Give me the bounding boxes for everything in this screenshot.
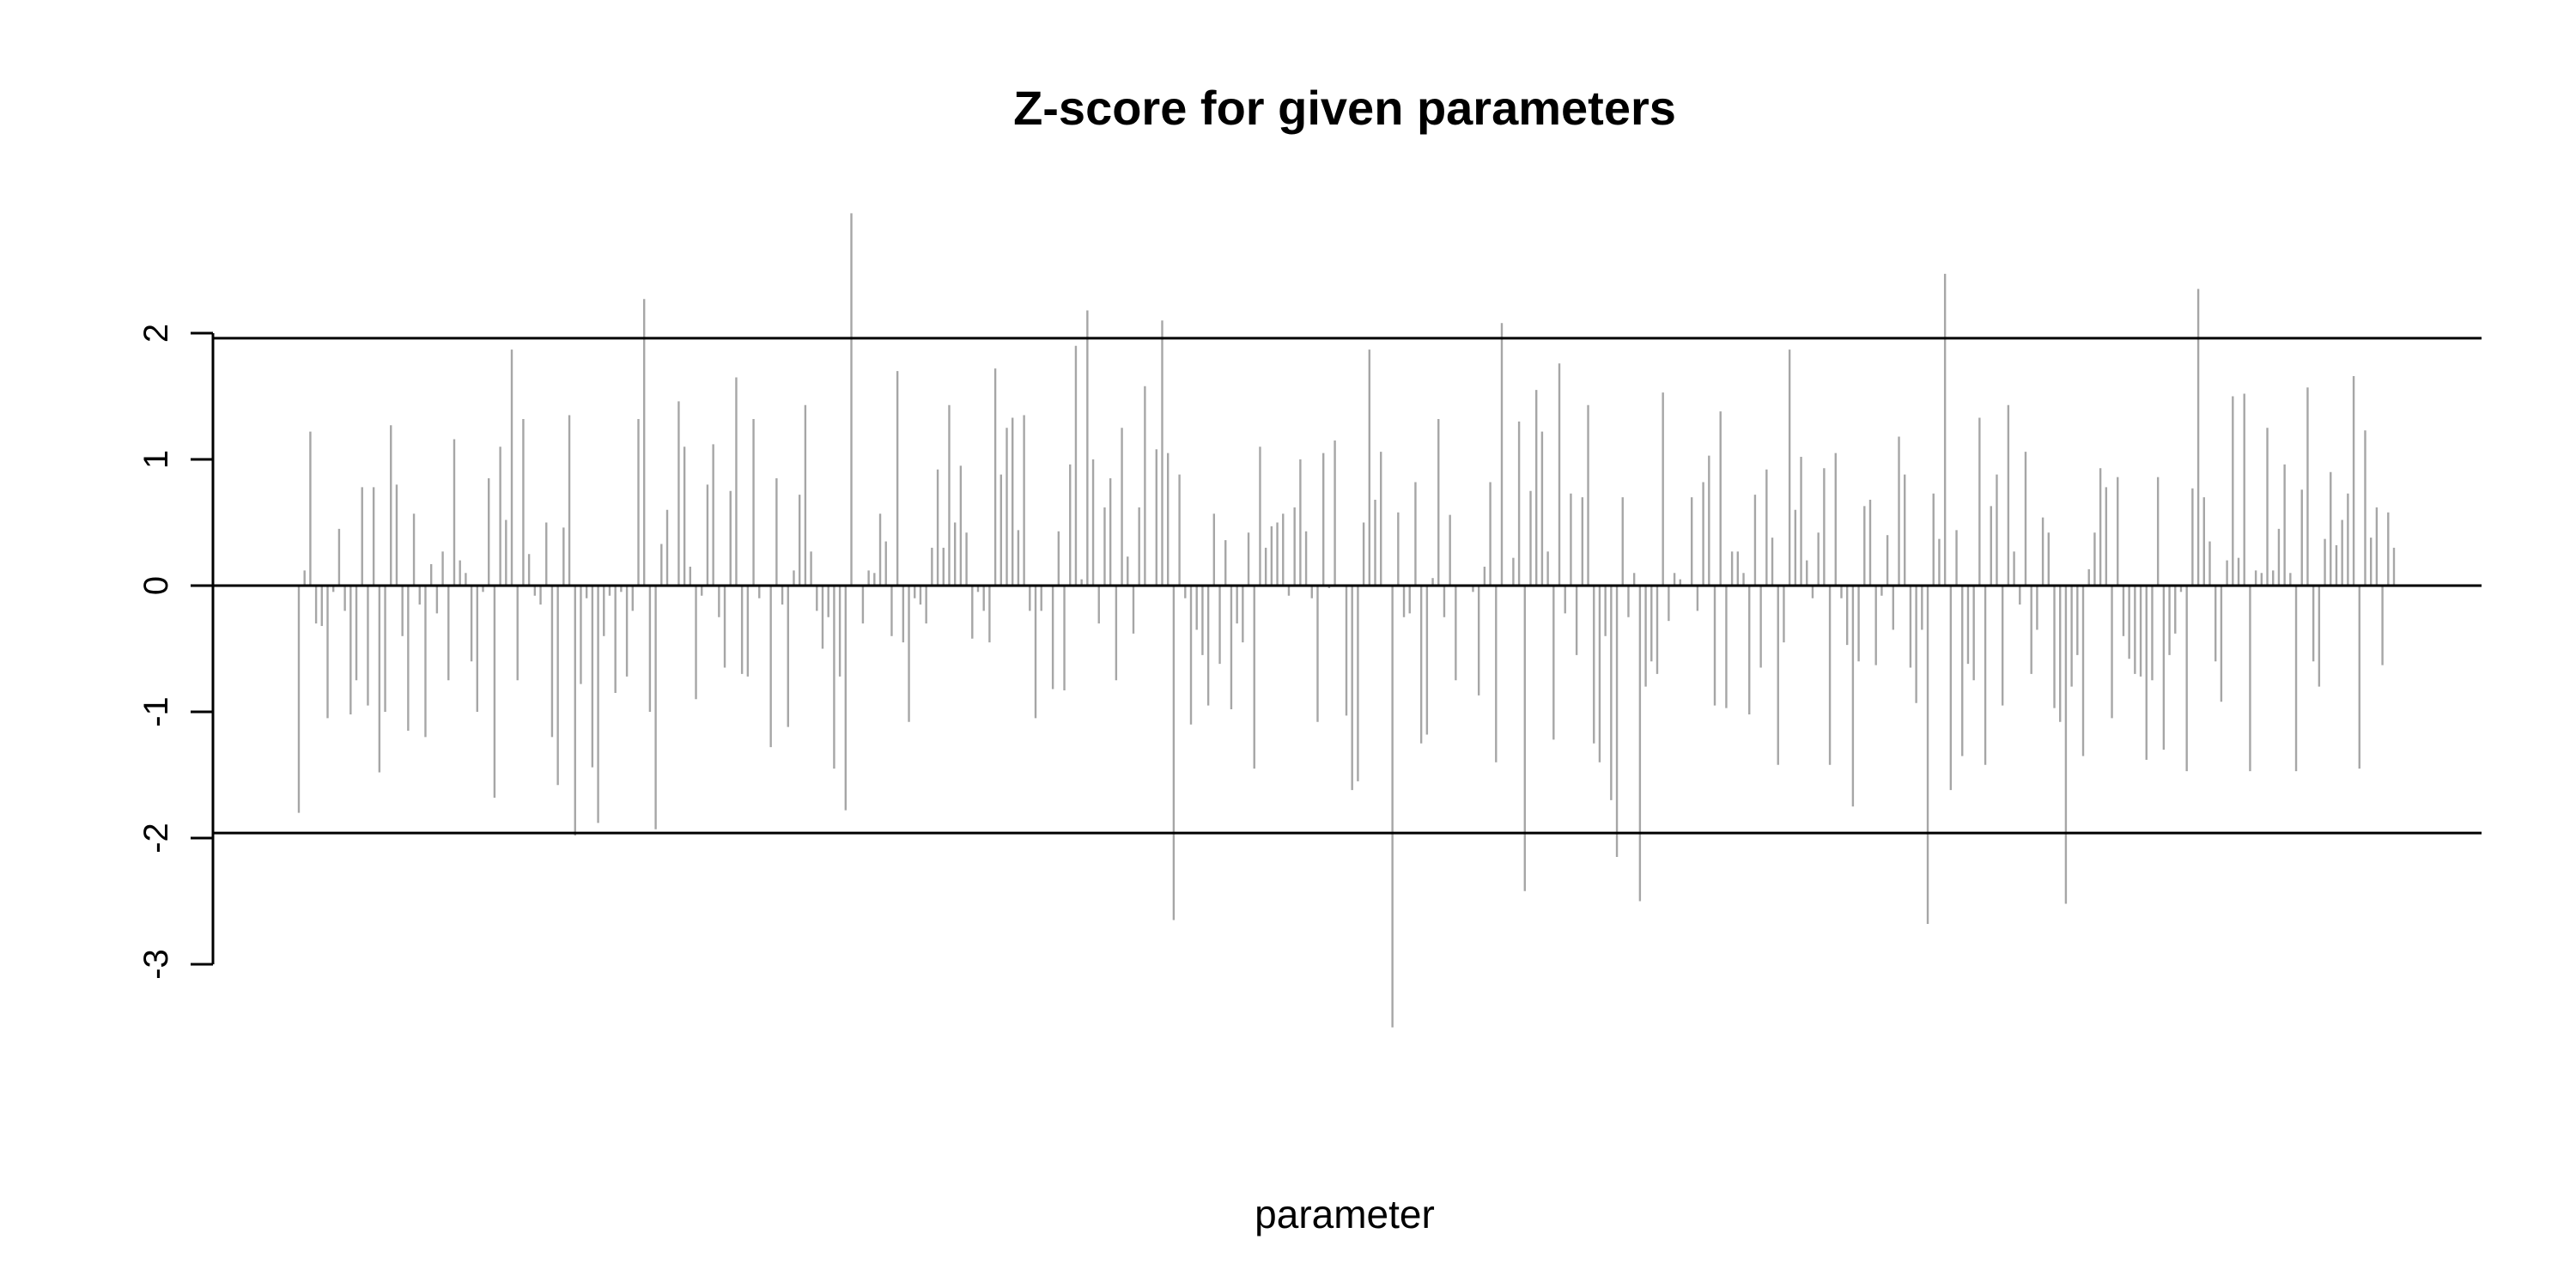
y-tick-label: -2 [137, 823, 175, 854]
bars-group [297, 213, 2396, 1028]
y-tick-label: 0 [137, 576, 175, 595]
y-tick-label: -1 [137, 696, 175, 727]
y-tick-label: 1 [137, 450, 175, 469]
y-axis: -3 -2 -1 0 1 2 [137, 324, 215, 980]
y-tick-label: 2 [137, 324, 175, 343]
chart-title: Z-score for given parameters [1013, 81, 1676, 135]
x-axis-label: parameter [1255, 1192, 1435, 1236]
reference-lines [213, 337, 2482, 835]
y-tick-label: -3 [137, 949, 175, 980]
